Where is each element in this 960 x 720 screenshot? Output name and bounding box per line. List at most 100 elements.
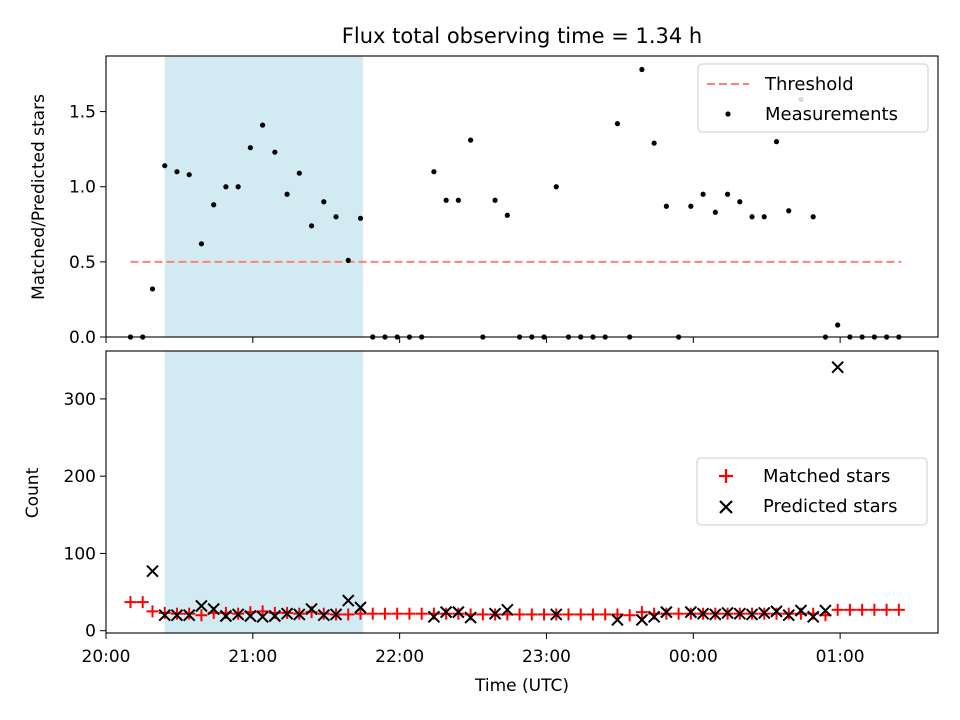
measurement-point: [223, 184, 229, 190]
matched-star-marker: [856, 603, 869, 616]
predicted-star-marker: [439, 605, 453, 619]
predicted-star-marker: [831, 361, 844, 374]
measurement-point: [198, 241, 205, 247]
matched-star-marker: [183, 607, 196, 620]
measurement-point: [247, 145, 253, 151]
bottom-y-tick-label: 200: [64, 467, 96, 487]
predicted-star-marker: [305, 602, 318, 616]
measurement-point: [211, 202, 217, 208]
bottom-x-tick-label: 21:00: [228, 647, 277, 667]
matched-star-marker: [868, 603, 881, 616]
matched-star-marker: [599, 608, 612, 621]
predicted-star-marker: [170, 609, 184, 622]
matched-star-marker: [770, 607, 783, 620]
measurement-point: [272, 149, 278, 155]
legend-matched-label: Matched stars: [763, 466, 890, 487]
measurement-point: [186, 172, 192, 178]
measurement-point: [357, 215, 364, 221]
matched-star-marker: [880, 603, 893, 616]
matched-star-marker: [366, 607, 379, 620]
predicted-star-marker: [427, 610, 441, 623]
top-shaded-region: [164, 56, 363, 337]
measurement-point: [712, 209, 718, 215]
matched-star-marker: [452, 607, 465, 620]
measurement-point: [492, 197, 498, 203]
legend-predicted-swatch: [719, 500, 733, 514]
matched-star-marker: [623, 609, 636, 622]
predicted-star-marker: [268, 609, 282, 623]
legend-measurements-label: Measurements: [765, 104, 898, 125]
top-y-tick-label: 1.5: [69, 103, 96, 123]
predicted-star-marker: [354, 601, 367, 614]
predicted-star-marker: [342, 594, 355, 607]
matched-star-marker: [195, 609, 208, 622]
measurement-point: [443, 197, 449, 203]
measurement-point: [773, 139, 780, 145]
measurement-point: [333, 214, 339, 220]
matched-star-marker: [317, 607, 330, 620]
x-axis-label: Time (UTC): [474, 676, 569, 696]
measurement-point: [455, 197, 461, 203]
matched-star-marker: [562, 608, 575, 621]
chart-title: Flux total observing time = 1.34 h: [342, 24, 702, 48]
measurement-point: [149, 286, 156, 292]
matched-star-marker: [782, 607, 795, 620]
measurement-point: [162, 163, 168, 169]
matched-star-marker: [391, 607, 404, 620]
predicted-star-marker: [464, 611, 477, 624]
measurement-point: [688, 203, 694, 209]
predicted-star-marker: [146, 564, 159, 578]
predicted-star-marker: [244, 609, 257, 623]
matched-star-marker: [415, 607, 428, 620]
predicted-star-marker: [207, 602, 220, 616]
matched-star-marker: [635, 606, 648, 619]
top-plot-frame: [105, 55, 939, 338]
predicted-star-marker: [709, 608, 722, 621]
predicted-star-marker: [329, 608, 343, 621]
matched-star-marker: [831, 603, 844, 616]
measurement-point: [810, 214, 816, 220]
bottom-x-tick-label: 22:00: [375, 647, 424, 667]
bottom-legend: Matched stars Predicted stars: [696, 457, 928, 526]
top-legend-box: [697, 63, 929, 133]
predicted-star-marker: [721, 606, 734, 620]
measurement-point: [284, 191, 290, 197]
matched-star-marker: [525, 608, 538, 621]
matched-star-marker: [892, 603, 905, 616]
matched-star-marker: [843, 603, 856, 616]
top-y-tick-label: 1.0: [69, 178, 96, 198]
matched-star-marker: [684, 607, 697, 620]
matched-star-marker: [403, 607, 416, 620]
matched-star-marker: [586, 608, 599, 621]
predicted-star-marker: [696, 607, 710, 620]
predicted-star-marker: [501, 603, 514, 617]
matched-star-marker: [574, 608, 587, 621]
predicted-star-marker: [806, 610, 820, 623]
measurement-point: [761, 214, 767, 220]
predicted-star-marker: [317, 609, 330, 622]
predicted-star-marker: [733, 607, 746, 620]
measurement-point: [174, 169, 180, 175]
measurement-point: [431, 169, 437, 175]
matched-star-marker: [170, 607, 183, 620]
bottom-x-tick-label: 23:00: [522, 647, 571, 667]
measurement-point: [553, 184, 559, 190]
matched-star-marker: [146, 605, 159, 618]
matched-star-marker: [354, 607, 367, 620]
predicted-star-marker: [182, 609, 196, 622]
predicted-star-marker: [819, 604, 832, 617]
measurement-point: [308, 223, 315, 229]
bottom-y-tick-label: 0: [85, 622, 96, 642]
matched-star-marker: [136, 596, 149, 609]
measurement-point: [321, 199, 327, 205]
measurement-point: [724, 191, 731, 197]
matched-star-marker: [342, 608, 355, 621]
matched-star-marker: [124, 596, 137, 609]
bottom-y-tick-label: 100: [64, 544, 96, 564]
predicted-star-marker: [219, 609, 233, 623]
measurement-point: [639, 66, 645, 73]
predicted-star-marker: [158, 609, 171, 622]
matched-star-marker: [378, 607, 391, 620]
measurement-point: [651, 140, 657, 146]
